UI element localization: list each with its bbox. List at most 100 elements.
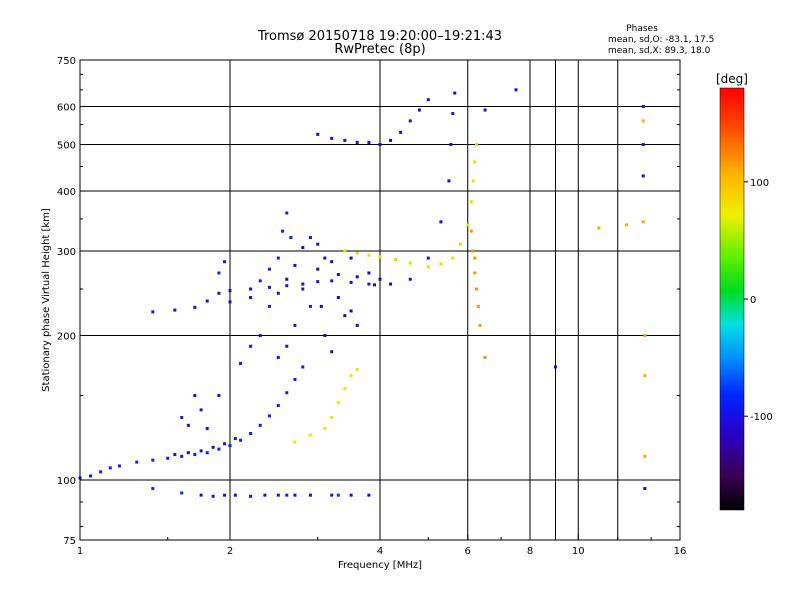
echo-point bbox=[378, 277, 382, 281]
echo-point bbox=[263, 493, 267, 497]
echo-point bbox=[180, 454, 184, 458]
echo-point bbox=[641, 220, 645, 224]
echo-point bbox=[641, 174, 645, 178]
echo-point bbox=[276, 291, 280, 295]
echo-point bbox=[319, 304, 323, 308]
echo-point bbox=[193, 305, 197, 309]
x-tick-label: 10 bbox=[572, 546, 585, 557]
echo-point bbox=[308, 304, 312, 308]
echo-point bbox=[643, 487, 647, 491]
echo-point bbox=[108, 466, 112, 470]
echo-point bbox=[281, 229, 285, 233]
echo-point bbox=[367, 282, 371, 286]
echo-point bbox=[330, 350, 334, 354]
echo-point bbox=[151, 458, 155, 462]
echo-point bbox=[343, 314, 347, 318]
y-tick-label: 500 bbox=[57, 141, 76, 152]
echo-point bbox=[514, 88, 518, 92]
echo-point bbox=[267, 304, 271, 308]
echo-point bbox=[276, 256, 280, 260]
echo-point bbox=[99, 470, 103, 474]
echo-point bbox=[173, 453, 177, 457]
echo-point bbox=[267, 285, 271, 289]
y-tick-label: 75 bbox=[63, 536, 76, 547]
echo-point bbox=[89, 474, 93, 478]
echo-point bbox=[301, 282, 305, 286]
echo-point bbox=[228, 300, 232, 304]
echo-point bbox=[330, 260, 334, 264]
echo-point bbox=[289, 236, 293, 240]
echo-point bbox=[316, 132, 320, 136]
echo-point bbox=[151, 310, 155, 314]
colorbar-tick-label: 0 bbox=[750, 295, 756, 306]
echo-point bbox=[453, 91, 457, 95]
echo-point bbox=[199, 408, 203, 412]
phases-heading: Phases bbox=[626, 24, 658, 34]
echo-point bbox=[469, 200, 473, 204]
echo-point bbox=[199, 449, 203, 453]
series-group bbox=[483, 88, 647, 491]
echo-point bbox=[293, 493, 297, 497]
echo-point bbox=[553, 365, 557, 369]
echo-point bbox=[239, 438, 243, 442]
echo-point bbox=[228, 444, 232, 448]
echo-point bbox=[217, 271, 221, 275]
echo-point bbox=[233, 437, 237, 441]
echo-point bbox=[478, 323, 482, 327]
echo-point bbox=[355, 367, 359, 371]
echo-point bbox=[211, 494, 215, 498]
x-axis-label: Frequency [MHz] bbox=[338, 560, 422, 571]
y-tick-label: 400 bbox=[57, 187, 76, 198]
echo-point bbox=[267, 267, 271, 271]
echo-point bbox=[205, 299, 209, 303]
echo-point bbox=[193, 394, 197, 398]
echo-point bbox=[211, 445, 215, 449]
echo-point bbox=[349, 280, 353, 284]
echo-point bbox=[373, 283, 377, 287]
echo-point bbox=[458, 242, 462, 246]
echo-point bbox=[378, 143, 382, 147]
phases-o-stats: mean, sd,O: -83.1, 17.5 bbox=[608, 35, 714, 45]
echo-point bbox=[249, 296, 253, 300]
chart-title: Tromsø 20150718 19:20:00–19:21:43 bbox=[257, 29, 502, 44]
series-group bbox=[597, 119, 647, 458]
echo-point bbox=[301, 365, 305, 369]
echo-point bbox=[258, 279, 262, 283]
echo-point bbox=[473, 256, 477, 260]
echo-point bbox=[267, 414, 271, 418]
echo-point bbox=[217, 447, 221, 451]
echo-point bbox=[223, 493, 227, 497]
echo-point bbox=[355, 140, 359, 144]
echo-point bbox=[367, 140, 371, 144]
echo-point bbox=[426, 265, 430, 269]
echo-point bbox=[408, 119, 412, 123]
echo-point bbox=[343, 387, 347, 391]
series-group bbox=[316, 256, 382, 354]
x-tick-label: 4 bbox=[377, 546, 383, 557]
series-group bbox=[199, 493, 371, 498]
colorbar-label: [deg] bbox=[716, 72, 748, 86]
echo-point bbox=[301, 246, 305, 250]
series-group bbox=[217, 211, 293, 283]
echo-point bbox=[389, 138, 393, 142]
y-tick-label: 750 bbox=[57, 56, 76, 67]
echo-point bbox=[151, 487, 155, 491]
echo-point bbox=[223, 260, 227, 264]
echo-point bbox=[301, 287, 305, 291]
echo-point bbox=[426, 98, 430, 102]
series-group bbox=[180, 287, 312, 431]
series-group bbox=[151, 487, 340, 497]
echo-point bbox=[447, 179, 451, 183]
echo-point bbox=[249, 494, 253, 498]
series-group bbox=[151, 91, 457, 314]
echo-point bbox=[308, 433, 312, 437]
series-group bbox=[78, 365, 305, 480]
echo-point bbox=[276, 493, 280, 497]
echo-point bbox=[641, 105, 645, 109]
x-tick-label: 1 bbox=[77, 546, 83, 557]
echo-point bbox=[249, 287, 253, 291]
echo-point bbox=[417, 108, 421, 112]
echo-point bbox=[173, 308, 177, 312]
y-tick-label: 300 bbox=[57, 247, 76, 258]
